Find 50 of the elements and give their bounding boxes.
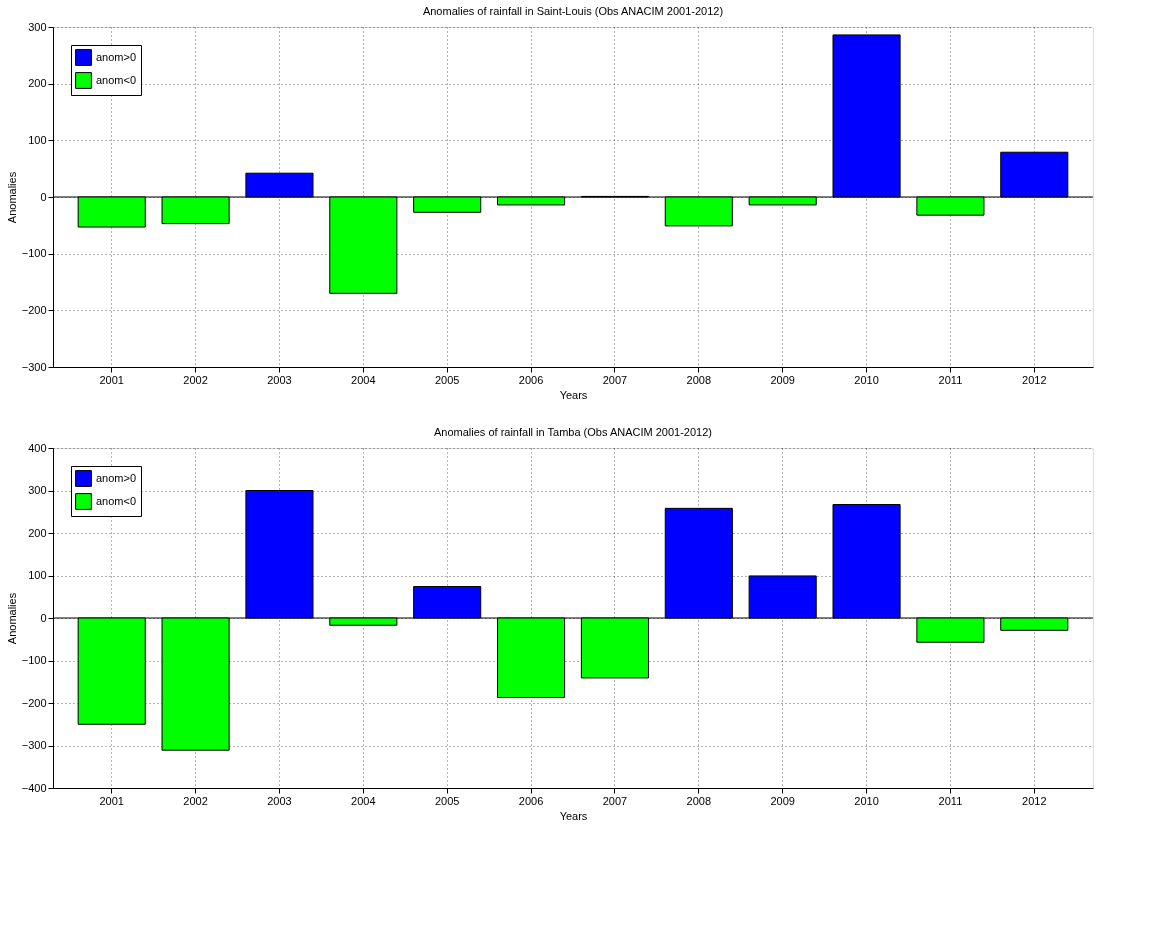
chart-title: Anomalies of rainfall in Saint-Louis (Obs ANACIM 2001-2012) — [422, 5, 724, 17]
legend-label: anom>0 — [96, 50, 137, 63]
y-tick-label: −300 — [21, 739, 47, 751]
y-tick-label: 300 — [28, 484, 47, 496]
x-tick-label: 2002 — [183, 373, 208, 386]
x-tick-label: 2003 — [267, 794, 292, 807]
x-tick-label: 2004 — [351, 373, 376, 386]
y-tick-label: −300 — [21, 360, 47, 373]
x-tick-label: 2001 — [99, 373, 124, 386]
x-tick-label: 2004 — [351, 794, 376, 807]
y-tick-label: 300 — [28, 20, 47, 33]
x-tick-label: 2007 — [602, 373, 628, 386]
x-tick-label: 2011 — [938, 373, 963, 386]
x-tick-label: 2006 — [518, 373, 544, 386]
x-tick-label: 2005 — [434, 373, 460, 386]
legend-label: anom<0 — [96, 73, 137, 86]
x-tick-label: 2010 — [854, 794, 879, 807]
y-tick-label: 0 — [40, 611, 47, 624]
y-tick-label: 200 — [28, 526, 47, 539]
y-tick-label: 100 — [28, 133, 47, 146]
x-tick-label: 2006 — [518, 794, 544, 807]
y-tick-label: −100 — [21, 654, 47, 666]
x-tick-label: 2007 — [602, 794, 628, 807]
x-tick-label: 2009 — [770, 794, 795, 807]
y-tick-label: 100 — [28, 569, 47, 581]
x-tick-label: 2011 — [938, 794, 963, 807]
chart-title: Anomalies of rainfall in Tamba (Obs ANACIM 2001-2012) — [434, 426, 712, 438]
x-axis-title: Years — [559, 388, 588, 401]
x-tick-label: 2009 — [770, 373, 795, 386]
x-tick-label: 2001 — [99, 794, 124, 807]
x-tick-label: 2012 — [1022, 373, 1047, 386]
x-tick-label: 2005 — [434, 794, 460, 807]
y-tick-label: 400 — [28, 441, 47, 454]
y-tick-label: −200 — [21, 303, 47, 316]
x-tick-label: 2012 — [1022, 794, 1047, 807]
x-tick-label: 2003 — [267, 373, 292, 386]
x-tick-label: 2010 — [854, 373, 879, 386]
y-tick-label: 200 — [28, 77, 47, 90]
y-tick-label: 0 — [40, 190, 47, 203]
y-tick-label: −200 — [21, 696, 47, 709]
x-tick-label: 2008 — [686, 373, 712, 386]
y-tick-label: −400 — [21, 781, 47, 794]
x-axis-title: Years — [559, 809, 588, 822]
y-axis-title: Anomalies — [5, 592, 18, 645]
legend-label: anom>0 — [96, 471, 137, 484]
y-axis-title: Anomalies — [5, 171, 18, 224]
y-tick-label: −100 — [21, 247, 47, 260]
x-tick-label: 2002 — [183, 794, 208, 807]
x-tick-label: 2008 — [686, 794, 712, 807]
legend-label: anom<0 — [96, 494, 137, 507]
